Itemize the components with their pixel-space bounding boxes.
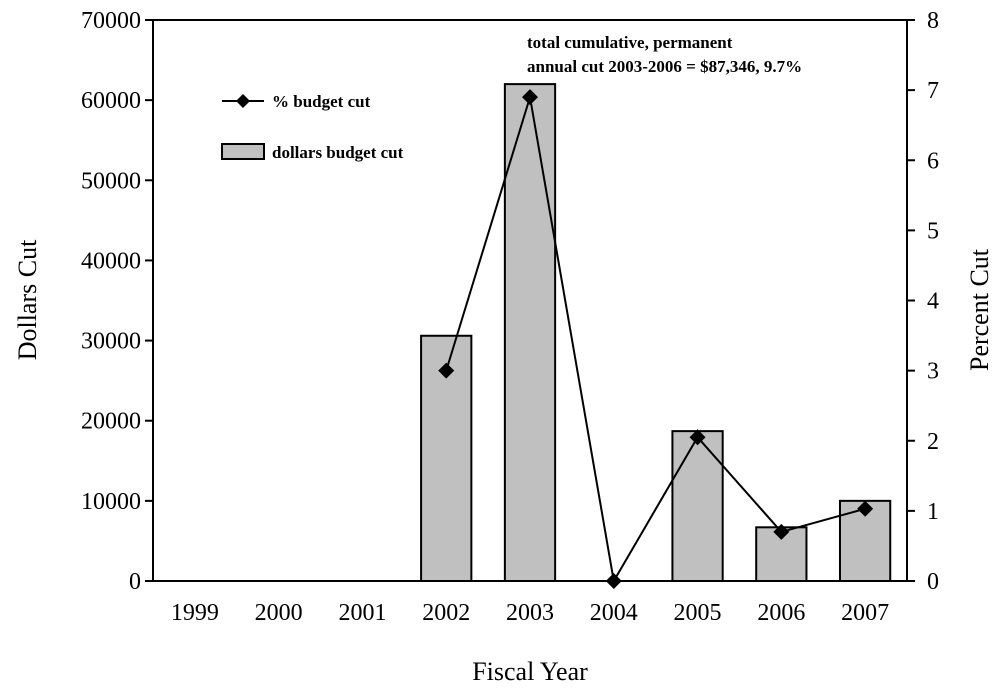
left-tick-label-10000: 10000 (81, 489, 141, 515)
x-tick-label-2001: 2001 (338, 600, 386, 626)
right-axis-title: Percent Cut (965, 248, 994, 371)
right-tick-label-1: 1 (927, 499, 939, 525)
left-tick-label-60000: 60000 (81, 88, 141, 114)
left-tick-label-40000: 40000 (81, 248, 141, 274)
annotation-line-2: annual cut 2003-2006 = $87,346, 9.7% (527, 57, 802, 76)
right-tick-label-0: 0 (927, 569, 939, 595)
right-tick-label-4: 4 (927, 289, 939, 315)
x-tick-label-2006: 2006 (757, 600, 805, 626)
point-2003 (522, 89, 538, 106)
x-tick-label-2003: 2003 (506, 600, 554, 626)
bar-2005 (671, 430, 724, 582)
right-tick-label-7: 7 (927, 78, 939, 104)
point-2002 (438, 362, 455, 379)
legend-bar-label: dollars budget cut (272, 143, 404, 162)
right-tick-label-6: 6 (927, 148, 939, 174)
x-tick-label-2000: 2000 (255, 600, 303, 626)
right-tick-label-8: 8 (927, 8, 939, 34)
x-tick-label-2004: 2004 (590, 600, 638, 626)
left-tick-label-0: 0 (129, 569, 141, 595)
legend-diamond-marker (236, 94, 250, 108)
bar-series (420, 83, 892, 583)
x-axis-ticks: 1999 2000 2001 2002 2003 2004 2005 2006 2007 (171, 600, 889, 626)
annotation: total cumulative, permanent annual cut 2… (527, 33, 802, 76)
right-tick-label-2: 2 (927, 429, 939, 455)
legend: % budget cut dollars budget cut (221, 92, 404, 162)
legend-line-label: % budget cut (272, 92, 371, 111)
legend-bar-swatch (221, 143, 265, 160)
bar-2003 (503, 83, 557, 582)
left-axis-ticks: 0 10000 20000 30000 40000 50000 60000 70000 (81, 8, 153, 595)
x-tick-label-1999: 1999 (171, 600, 219, 626)
right-tick-label-5: 5 (927, 218, 939, 244)
point-2006 (773, 523, 790, 540)
x-tick-label-2005: 2005 (674, 600, 722, 626)
x-tick-label-2002: 2002 (422, 600, 470, 626)
annotation-line-1: total cumulative, permanent (527, 33, 733, 52)
left-axis-title: Dollars Cut (13, 239, 42, 360)
x-axis-title: Fiscal Year (472, 657, 588, 686)
point-2007 (857, 500, 874, 517)
x-tick-label-2007: 2007 (841, 600, 889, 626)
left-tick-label-30000: 30000 (81, 329, 141, 355)
percent-line (445, 96, 866, 584)
left-tick-label-70000: 70000 (81, 8, 141, 34)
point-2005 (689, 429, 706, 446)
right-tick-label-3: 3 (927, 359, 939, 385)
left-tick-label-20000: 20000 (81, 409, 141, 435)
right-axis-ticks: 0 1 2 3 4 5 6 7 8 (907, 8, 939, 595)
left-tick-label-50000: 50000 (81, 168, 141, 194)
line-series (438, 89, 874, 589)
